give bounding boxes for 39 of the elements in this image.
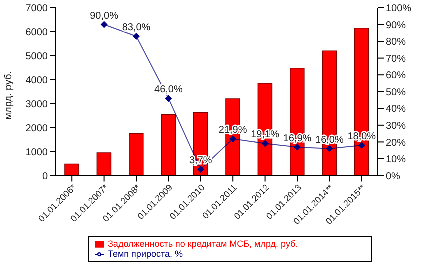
y-tick-label: 2000 <box>26 123 48 134</box>
data-label: 83,0% <box>122 22 151 34</box>
y2-tick-label: 60% <box>386 70 406 82</box>
point <box>165 95 172 102</box>
point <box>358 142 366 150</box>
y2-tick-label: 100% <box>386 4 412 15</box>
y-tick-label: 3000 <box>26 99 48 110</box>
bar <box>161 114 176 176</box>
y2-tick-label: 50% <box>386 87 406 98</box>
bar <box>96 152 112 176</box>
point <box>294 144 301 151</box>
point <box>326 145 334 152</box>
y-tick-label: 5000 <box>26 51 48 62</box>
point <box>133 33 140 40</box>
y2-tick-label: 40% <box>386 104 406 116</box>
y2-tick-label: 10% <box>386 154 406 166</box>
bar <box>129 133 144 176</box>
data-label: 90,0% <box>90 10 119 22</box>
y-tick-label: 6000 <box>26 28 48 39</box>
y2-tick-label: 0% <box>386 171 401 182</box>
point <box>230 136 237 143</box>
y-axis-title: млрд. руб. <box>4 71 15 120</box>
y-tick-label: 0 <box>42 171 48 182</box>
legend-label: Темп прироста, % <box>108 248 184 259</box>
y-tick-label: 7000 <box>26 4 48 15</box>
point <box>100 21 108 28</box>
point <box>262 140 269 148</box>
data-label: 19,1% <box>251 130 280 141</box>
y2-tick-label: 30% <box>386 120 406 132</box>
point <box>197 166 204 174</box>
data-label: 18,0% <box>348 132 376 143</box>
y-tick-label: 1000 <box>26 147 48 158</box>
y2-tick-label: 70% <box>386 54 406 65</box>
bar <box>64 164 80 176</box>
legend-label: Задолженность по кредитам МСБ, млрд. руб. <box>108 238 298 249</box>
y2-tick-label: 90% <box>386 20 406 32</box>
y2-tick-label: 20% <box>386 138 406 149</box>
y-tick-label: 4000 <box>26 75 48 86</box>
y2-tick-label: 80% <box>386 37 406 48</box>
